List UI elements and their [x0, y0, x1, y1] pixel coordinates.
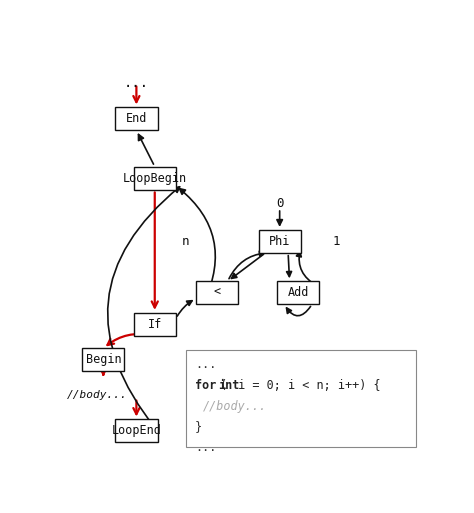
Text: for: for	[195, 379, 217, 392]
Text: int: int	[219, 379, 240, 392]
Text: Phi: Phi	[269, 235, 291, 248]
FancyBboxPatch shape	[82, 348, 125, 371]
Text: Add: Add	[287, 286, 309, 299]
Text: ...: ...	[124, 76, 149, 90]
FancyBboxPatch shape	[115, 107, 157, 130]
FancyBboxPatch shape	[186, 350, 416, 447]
Text: (: (	[213, 379, 227, 392]
Text: 1: 1	[333, 235, 340, 248]
Text: n: n	[182, 235, 190, 248]
Text: i = 0; i < n; i++) {: i = 0; i < n; i++) {	[231, 379, 381, 392]
Text: LoopEnd: LoopEnd	[111, 424, 161, 438]
FancyBboxPatch shape	[196, 281, 238, 304]
Text: //body...: //body...	[66, 390, 128, 400]
FancyBboxPatch shape	[258, 230, 301, 253]
FancyBboxPatch shape	[115, 420, 157, 442]
Text: <: <	[214, 286, 221, 299]
Text: }: }	[195, 420, 202, 433]
FancyBboxPatch shape	[134, 313, 176, 336]
Text: 0: 0	[276, 198, 283, 210]
Text: ...: ...	[182, 353, 208, 367]
FancyBboxPatch shape	[277, 281, 319, 304]
Text: LoopBegin: LoopBegin	[123, 171, 187, 185]
Text: ...: ...	[195, 359, 217, 371]
Text: //body...: //body...	[202, 400, 267, 412]
Text: Begin: Begin	[85, 353, 121, 366]
Text: ...: ...	[195, 441, 217, 453]
FancyBboxPatch shape	[134, 167, 176, 189]
Text: End: End	[126, 112, 147, 125]
Text: If: If	[147, 318, 162, 331]
